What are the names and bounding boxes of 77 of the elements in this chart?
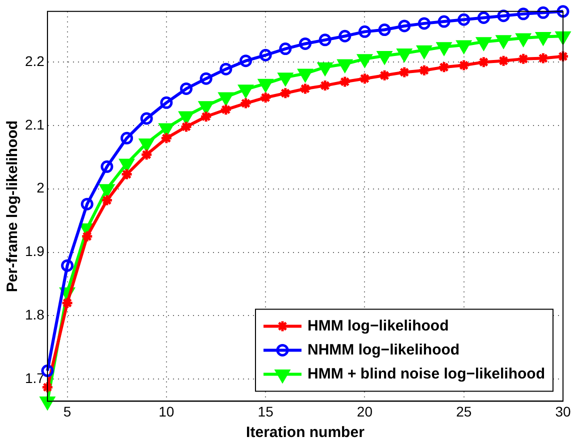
point (200, 72, 212, 85)
point (279, 42, 292, 56)
point (477, 56, 490, 68)
point (477, 11, 490, 24)
y-tick-label: 1.9 (24, 243, 45, 260)
point (100, 194, 114, 207)
point (279, 86, 292, 100)
point (180, 82, 193, 95)
point (358, 25, 371, 38)
point (120, 168, 134, 181)
point (458, 59, 470, 72)
point (61, 259, 74, 272)
point (160, 132, 173, 144)
point (180, 120, 193, 134)
x-tick-label: 30 (555, 403, 571, 420)
legend-label: NHMM log−likelihood (307, 341, 460, 358)
point (556, 50, 570, 63)
x-axis-title: Iteration number (246, 424, 365, 442)
point (318, 62, 332, 76)
point (517, 8, 530, 20)
point (80, 198, 94, 210)
point (61, 296, 74, 310)
x-tick-label: 15 (258, 403, 274, 420)
point (398, 20, 411, 32)
point (239, 54, 252, 68)
point (160, 96, 173, 109)
legend-label: HMM + blind noise log−likelihood (307, 365, 546, 382)
point (41, 381, 54, 394)
point (298, 37, 312, 50)
point (40, 396, 55, 410)
point (458, 13, 470, 26)
point (258, 78, 273, 92)
point (438, 15, 450, 28)
point (358, 72, 371, 85)
point (140, 112, 153, 125)
point (438, 60, 450, 74)
point (338, 30, 352, 42)
point (556, 5, 570, 18)
x-tick-label: 25 (456, 403, 472, 420)
point (220, 62, 232, 76)
y-tick-label: 2.2 (24, 52, 45, 69)
point (497, 10, 510, 22)
point (338, 76, 352, 88)
point (398, 66, 411, 78)
point (159, 123, 174, 136)
point (200, 110, 212, 123)
point (318, 34, 332, 46)
x-tick-label: 10 (158, 403, 174, 420)
point (259, 91, 272, 104)
point (298, 82, 312, 95)
x-tick-label: 5 (63, 403, 72, 420)
point (100, 160, 114, 173)
y-tick-label: 1.8 (24, 306, 45, 322)
point (536, 6, 550, 19)
point (517, 52, 530, 66)
point (397, 48, 412, 62)
point (139, 138, 154, 152)
legend-label: HMM log−likelihood (307, 317, 449, 334)
point (418, 17, 430, 30)
point (378, 69, 391, 82)
point (140, 148, 153, 161)
point (220, 103, 232, 116)
point (318, 79, 332, 92)
point (120, 132, 134, 144)
point (497, 54, 510, 68)
y-tick-label: 2 (36, 180, 45, 196)
y-axis-title: Per-frame log-likelihood (4, 120, 22, 292)
point (378, 24, 391, 36)
point (119, 158, 134, 172)
point (80, 230, 94, 243)
point (418, 64, 430, 77)
y-tick-label: 1.7 (24, 370, 45, 386)
x-tick-label: 20 (356, 403, 373, 420)
point (100, 184, 114, 198)
point (259, 48, 272, 62)
y-tick-label: 2.1 (24, 116, 45, 132)
point (239, 97, 252, 110)
